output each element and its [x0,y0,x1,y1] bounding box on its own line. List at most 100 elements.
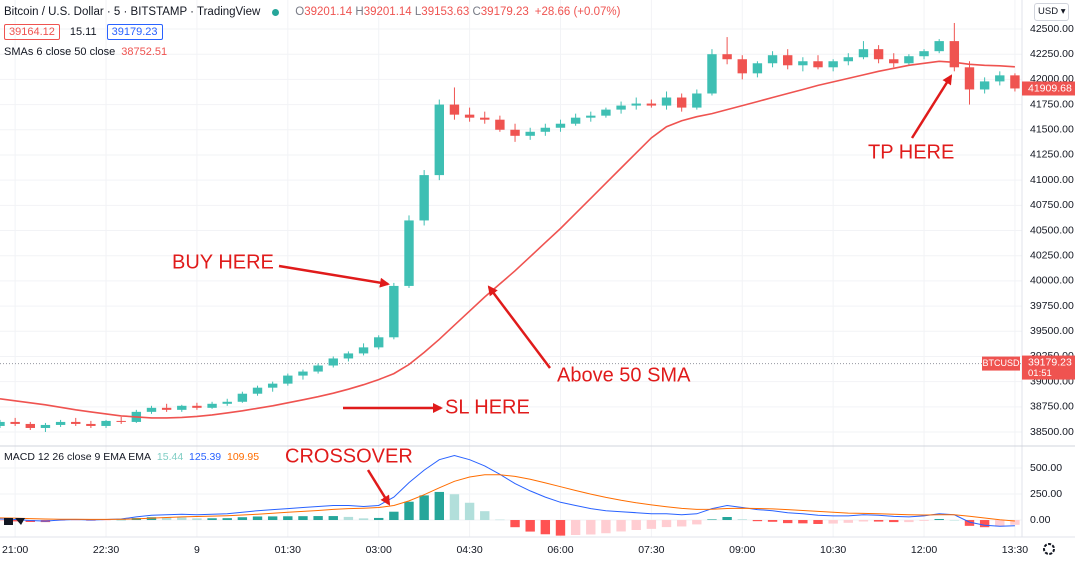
histogram-bar [722,517,732,521]
histogram-bar [449,494,460,521]
histogram-bar [707,519,717,521]
histogram-bar [480,511,490,521]
last-price-label: 39179.23 [1028,356,1072,368]
change: +28.66 (+0.07%) [534,6,621,18]
symbol-tag-label: BTCUSD [982,358,1020,368]
histogram-bar [979,520,990,528]
histogram-bar [828,520,838,524]
histogram-bar [843,520,853,523]
y-tick-label: 41750.00 [1030,98,1074,110]
histogram-bar [328,516,338,521]
histogram-bar [237,517,248,521]
histogram-bar [25,520,35,522]
candle-body [752,63,763,74]
histogram-bar [601,520,611,534]
candle-body [495,119,505,130]
candle-body [55,421,66,425]
histogram-bar [964,520,975,526]
plot-area [0,22,1022,536]
histogram-bar [298,516,308,521]
signal-value: 109.95 [227,451,260,463]
histogram-bar [919,520,929,521]
histogram-bar [10,520,20,522]
ohlc-value: 39201.14 [304,6,353,18]
candle-body [873,49,884,60]
candle-body [555,123,566,128]
candle-body [843,57,853,62]
y-tick-label: 41500.00 [1030,124,1074,136]
histogram-bar [631,520,641,531]
x-tick-label: 9 [194,544,200,556]
x-tick-label: 01:30 [275,544,301,556]
histogram-bar [404,501,414,521]
settings-icon[interactable] [1043,543,1055,555]
ohlc-key: O [295,6,305,18]
ohlc-key: L [414,6,422,18]
candle-body [328,358,338,366]
histogram-bar [343,516,354,521]
candle-body [707,54,717,94]
bid[interactable]: 39164.12 [4,24,60,40]
candle-body [283,375,293,384]
candle-body [101,420,111,426]
y-tick-label: 41000.00 [1030,174,1074,186]
histogram-bar [116,519,126,521]
histogram-bar [570,520,581,535]
candle-body [661,97,672,106]
sma-line [0,60,1015,419]
sma-name: SMAs 6 close 50 close [4,46,116,58]
ohlc-key: C [472,6,481,18]
y-tick-label: 39750.00 [1030,300,1074,312]
y-tick-label: 41250.00 [1030,149,1074,161]
histogram-bar [555,520,566,536]
histogram-bar [495,519,505,521]
ask[interactable]: 39179.23 [106,24,163,40]
candle-body [252,387,263,394]
histogram-bar [949,520,960,521]
histogram-bar [904,520,914,523]
ohlc-value: 39179.23 [480,6,529,18]
histogram-bar [510,520,520,528]
histogram-bar [995,520,1005,527]
histogram-bar [616,520,626,532]
candle-body [616,105,626,110]
candle-body [737,59,747,74]
candle-body [480,117,490,120]
annotation: TP HERE [868,141,954,163]
histogram-bar [389,511,399,521]
macd-line [0,454,1015,527]
candle-body [389,285,399,338]
candle-body [374,337,384,348]
y-tick-label: 40250.00 [1030,249,1074,261]
histogram-bar [71,520,81,521]
histogram-bar [858,520,869,522]
candle-body [267,383,278,388]
histogram-bar [374,517,384,521]
symbol-tag [982,356,1020,371]
candle-body [828,61,838,68]
candle-body [798,61,808,66]
arrow [487,285,551,369]
candle-body [222,401,232,404]
histogram-bar [177,517,187,521]
quote-row: 39164.12 15.11 39179.23 [4,22,620,42]
histogram-bar [101,520,111,521]
candle-body [889,59,899,64]
histogram-bar [252,516,263,521]
currency-select[interactable]: USD ▾ [1034,3,1069,21]
histogram-bar [798,520,808,524]
candle-body [343,353,354,359]
currency: USD [1038,6,1059,17]
candle-body [298,371,308,376]
y-tick-label: 39500.00 [1030,325,1074,337]
y-tick-label: 250.00 [1030,488,1062,500]
candle-body [813,61,823,68]
histogram-bar [661,520,672,528]
price-tag-label: 41909.68 [1028,82,1072,94]
candle-body [1010,75,1020,89]
y-tick-label: 38750.00 [1030,401,1074,413]
histogram-bar [192,518,202,521]
histogram-bar [783,520,793,524]
annotation: BUY HERE [172,251,274,273]
arrow [278,264,390,288]
